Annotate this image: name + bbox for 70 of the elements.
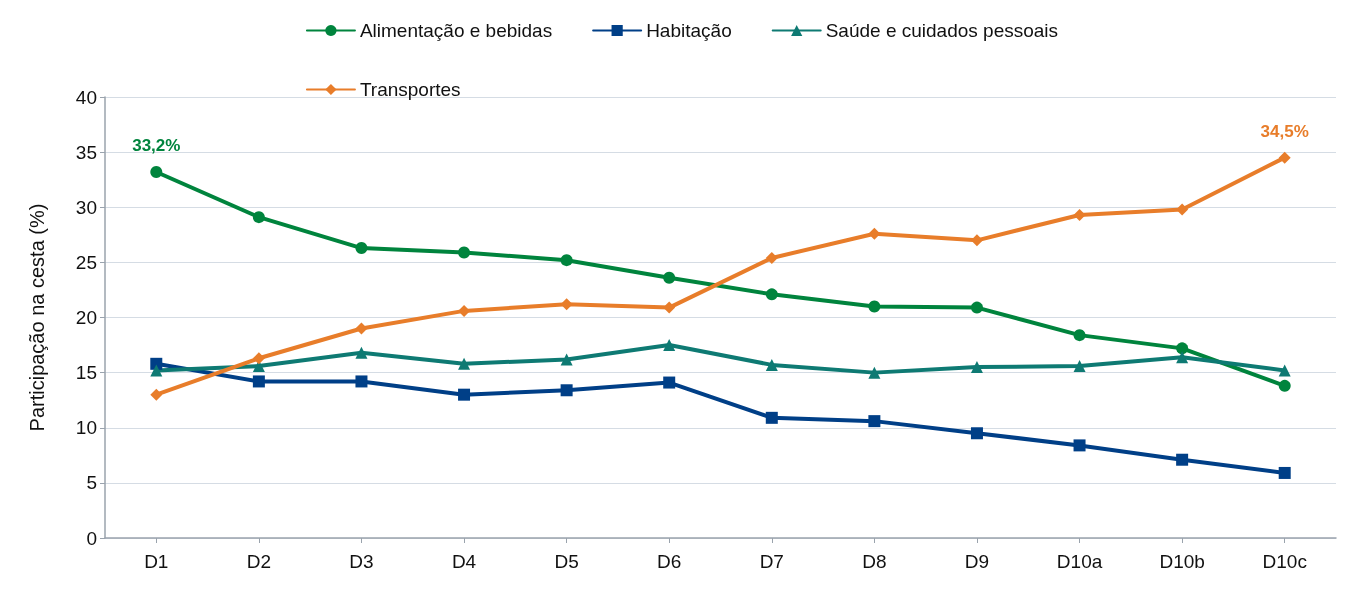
point: [355, 242, 368, 255]
point: [1073, 208, 1086, 221]
data-label: 33,2%: [132, 135, 181, 155]
point: [868, 366, 881, 379]
point: [560, 353, 573, 366]
y-tick-label: 30: [75, 196, 97, 218]
x-tick-label: D1: [144, 551, 169, 572]
point: [252, 375, 265, 388]
point: [458, 388, 471, 401]
legend-label: Alimentação e bebidas: [359, 20, 553, 41]
point: [1278, 151, 1291, 164]
point: [868, 415, 881, 428]
x-tick-label: D10b: [1159, 551, 1205, 572]
point: [458, 246, 471, 259]
y-tick-label: 10: [75, 417, 97, 439]
x-tick-label: D4: [451, 551, 477, 572]
x-tick-label: D10c: [1262, 551, 1307, 572]
y-tick-label: 40: [75, 86, 97, 108]
point: [663, 376, 676, 389]
point: [1073, 439, 1086, 452]
y-tick-label: 5: [86, 472, 97, 494]
data-label: 34,5%: [1260, 121, 1309, 141]
y-tick-label: 35: [75, 141, 97, 163]
point: [252, 352, 265, 365]
y-tick-label: 25: [75, 251, 97, 273]
point: [1176, 351, 1189, 364]
y-tick-label: 20: [75, 307, 97, 328]
point: [970, 301, 983, 314]
point: [458, 357, 471, 370]
legend-label: Saúde e cuidados pessoais: [825, 20, 1059, 41]
point: [765, 411, 778, 424]
point: [1278, 379, 1291, 392]
point: [1278, 364, 1291, 377]
point: [355, 375, 368, 388]
point: [355, 322, 368, 335]
y-tick-label: 0: [86, 527, 97, 549]
point: [765, 358, 778, 371]
point: [765, 288, 778, 301]
x-tick-label: D8: [862, 551, 887, 572]
point: [663, 301, 676, 314]
x-tick-label: D6: [657, 551, 682, 572]
point: [355, 346, 368, 359]
y-axis-title: Participação na cesta (%): [26, 203, 48, 432]
point: [970, 361, 983, 374]
point: [663, 339, 676, 352]
x-tick-label: D5: [554, 551, 579, 572]
point: [150, 165, 163, 178]
x-tick-label: D9: [964, 551, 990, 572]
point: [560, 254, 573, 267]
point: [1176, 342, 1189, 355]
point: [1278, 466, 1291, 479]
point: [663, 271, 676, 284]
point: [1176, 453, 1189, 466]
legend-label: Habitação: [646, 20, 732, 41]
x-tick-label: D10a: [1056, 551, 1103, 572]
x-tick-label: D7: [759, 551, 784, 572]
point: [765, 251, 778, 264]
x-tick-label: D3: [349, 551, 374, 572]
point: [970, 427, 983, 440]
point: [560, 384, 573, 397]
point: [1073, 329, 1086, 342]
point: [252, 211, 265, 224]
point: [868, 300, 881, 313]
y-tick-label: 15: [75, 362, 97, 384]
point: [150, 364, 163, 377]
point: [1073, 360, 1086, 373]
point: [1176, 203, 1189, 216]
legend-label: Transportes: [359, 79, 461, 100]
point: [150, 388, 163, 401]
x-tick-label: D2: [246, 551, 272, 572]
